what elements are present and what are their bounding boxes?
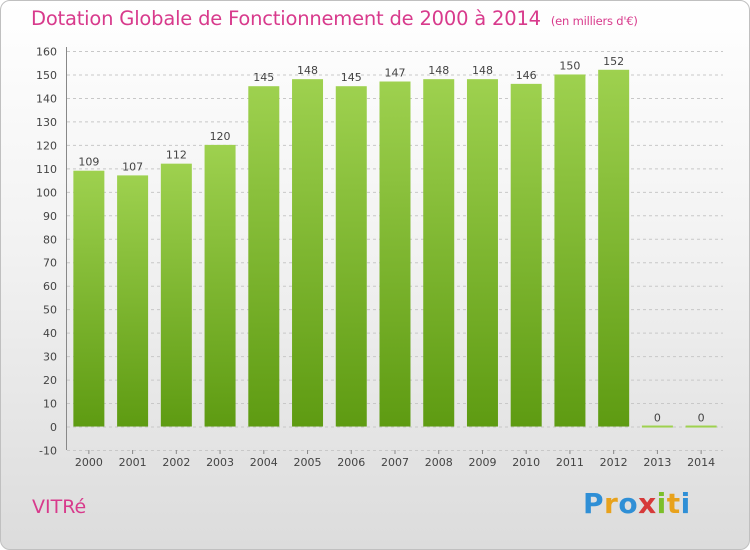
data-label: 148 (428, 64, 449, 77)
x-tick-label: 2001 (119, 456, 147, 469)
y-tick-label: 30 (43, 351, 57, 364)
bar (554, 74, 586, 427)
bar (335, 86, 367, 427)
y-tick-label: 70 (43, 257, 57, 270)
bar (248, 86, 280, 427)
logo-letter: o (618, 487, 639, 520)
y-tick-label: 100 (36, 186, 57, 199)
proxiti-logo[interactable]: Proxiti (583, 487, 691, 520)
x-tick-label: 2009 (468, 456, 496, 469)
y-tick-label: 110 (36, 163, 57, 176)
x-tick-label: 2013 (643, 456, 671, 469)
logo-letter: x (638, 487, 657, 520)
data-label: 148 (297, 64, 318, 77)
data-label: 150 (559, 59, 580, 72)
x-tick-label: 2003 (206, 456, 234, 469)
chart-subtitle: (en milliers d'€) (550, 14, 638, 28)
x-tick-label: 2010 (512, 456, 540, 469)
x-tick-label: 2008 (425, 456, 453, 469)
label-layer: 109 107 112 120 145 148 145 147 148 148 146 150 152 0… (78, 55, 704, 425)
bar (598, 69, 630, 427)
data-label: 109 (78, 156, 99, 169)
logo-letter: i (656, 487, 667, 520)
data-label: 152 (603, 55, 624, 68)
y-tick-label: 20 (43, 374, 57, 387)
y-tick-label: -10 (39, 445, 57, 458)
x-tick-label: 2005 (294, 456, 322, 469)
logo-letter: r (604, 487, 619, 520)
data-label: 148 (472, 64, 493, 77)
x-tick-label: 2004 (250, 456, 278, 469)
y-tick-label: 150 (36, 69, 57, 82)
bar (73, 170, 105, 427)
data-label: 120 (210, 130, 231, 143)
x-tick-label: 2014 (687, 456, 715, 469)
bar (292, 79, 324, 427)
data-label: 145 (341, 71, 362, 84)
y-tick-label: 60 (43, 280, 57, 293)
data-label: 112 (166, 149, 187, 162)
bar-layer (73, 69, 717, 428)
y-tick-label: 120 (36, 139, 57, 152)
bar (423, 79, 455, 427)
bar (510, 83, 542, 427)
y-tick-label: 10 (43, 398, 57, 411)
bar (117, 175, 149, 427)
y-tick-label: 140 (36, 92, 57, 105)
y-tick-label: 160 (36, 46, 57, 59)
logo-letter: i (680, 487, 691, 520)
bar (204, 144, 236, 427)
data-label: 107 (122, 160, 143, 173)
bar (641, 425, 673, 428)
axis-layer: -10 0 10 20 30 40 50 60 70 80 90 100 110 120 130 140 150… (36, 46, 715, 470)
bar (160, 163, 192, 427)
x-tick-label: 2011 (556, 456, 584, 469)
y-tick-label: 0 (50, 421, 57, 434)
y-tick-label: 90 (43, 210, 57, 223)
y-tick-label: 80 (43, 233, 57, 246)
y-tick-label: 50 (43, 304, 57, 317)
chart-title: Dotation Globale de Fonctionnement de 20… (31, 7, 638, 30)
chart-title-text: Dotation Globale de Fonctionnement de 20… (31, 7, 541, 30)
x-tick-label: 2002 (162, 456, 190, 469)
data-label: 0 (654, 412, 661, 425)
x-tick-label: 2006 (337, 456, 365, 469)
data-label: 147 (385, 67, 406, 80)
y-tick-label: 40 (43, 327, 57, 340)
y-tick-label: 130 (36, 116, 57, 129)
commune-name: VITRé (32, 496, 87, 518)
bar (379, 81, 411, 427)
x-tick-label: 2007 (381, 456, 409, 469)
data-label: 0 (698, 412, 705, 425)
bar (685, 425, 717, 428)
logo-letter: t (666, 487, 681, 520)
x-tick-label: 2012 (600, 456, 628, 469)
x-tick-label: 2000 (75, 456, 103, 469)
data-label: 145 (253, 71, 274, 84)
bar (466, 79, 498, 427)
logo-letter: P (583, 487, 605, 520)
data-label: 146 (516, 69, 537, 82)
